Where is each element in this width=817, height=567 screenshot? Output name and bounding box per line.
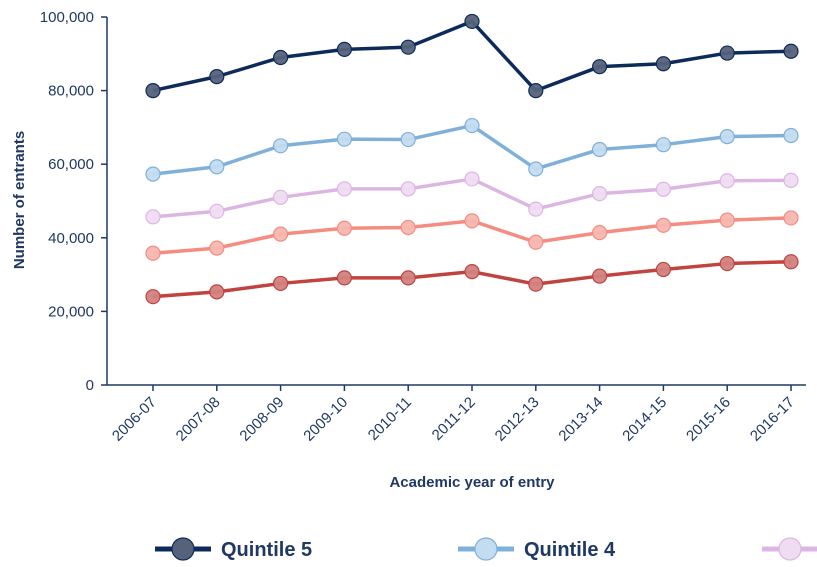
- y-tick-label: 40,000: [48, 230, 94, 247]
- data-point: [400, 270, 416, 286]
- series-4: [145, 210, 799, 261]
- data-point: [719, 129, 735, 145]
- data-point: [719, 173, 735, 189]
- data-point: [783, 172, 799, 188]
- data-point: [145, 209, 161, 225]
- data-point: [336, 131, 352, 147]
- data-point: [655, 217, 672, 233]
- data-point: [400, 219, 416, 236]
- data-point: [145, 289, 161, 305]
- data-point: [783, 127, 799, 144]
- data-point: [528, 276, 544, 292]
- data-point: [464, 171, 480, 187]
- y-tick-label: 0: [86, 377, 94, 394]
- data-point: [528, 201, 544, 217]
- data-point: [655, 56, 672, 72]
- data-point: [209, 203, 225, 219]
- legend-label: Quintile 4: [524, 539, 616, 561]
- data-point: [464, 13, 480, 30]
- data-point: [719, 45, 735, 61]
- data-point: [336, 181, 352, 197]
- series-2: [145, 117, 799, 182]
- x-axis-ticks: 2006-07 2007-08 2008-09 2009-10 2010-11 2011-…: [109, 385, 798, 445]
- data-point: [591, 186, 608, 202]
- series-5: [145, 254, 799, 305]
- y-tick-label: 80,000: [48, 83, 94, 100]
- y-tick-label: 60,000: [48, 156, 94, 173]
- data-point: [273, 49, 289, 66]
- data-point: [783, 254, 799, 270]
- x-tick-label: 2015-16: [683, 394, 734, 445]
- data-point: [273, 275, 289, 292]
- x-tick-label: 2011-12: [429, 394, 479, 444]
- data-point: [273, 189, 289, 205]
- x-tick-label: 2007-08: [173, 394, 224, 445]
- x-tick-label: 2012-13: [492, 394, 543, 445]
- data-point: [719, 212, 735, 228]
- legend-item: [762, 537, 817, 561]
- data-point: [464, 117, 480, 134]
- data-point: [655, 261, 672, 278]
- data-point: [528, 161, 544, 177]
- x-tick-label: 2009-10: [300, 394, 351, 445]
- legend-marker: [171, 537, 195, 561]
- series-layer: [145, 13, 799, 305]
- data-point: [336, 41, 352, 57]
- legend-marker: [778, 537, 802, 561]
- series-3: [145, 171, 799, 225]
- data-point: [336, 270, 352, 286]
- series-1: [145, 13, 799, 99]
- legend-marker: [474, 537, 498, 561]
- series-line: [152, 19, 792, 93]
- data-point: [591, 268, 608, 284]
- data-point: [273, 226, 289, 242]
- data-point: [591, 59, 608, 75]
- data-point: [655, 181, 672, 197]
- data-point: [209, 69, 225, 85]
- data-point: [591, 141, 608, 158]
- data-point: [528, 82, 544, 99]
- y-axis-ticks: 0 20,000 40,000 60,000 80,000 100,000: [40, 9, 107, 394]
- data-point: [273, 138, 289, 154]
- data-point: [400, 39, 416, 55]
- y-axis-title: Number of entrants: [11, 131, 28, 269]
- legend: Quintile 5 Quintile 4: [155, 537, 817, 561]
- data-point: [655, 137, 672, 153]
- y-tick-label: 100,000: [40, 9, 94, 26]
- data-point: [783, 210, 799, 226]
- data-point: [783, 43, 799, 59]
- data-point: [145, 245, 161, 261]
- data-point: [400, 181, 416, 197]
- x-tick-label: 2013-14: [555, 394, 606, 445]
- data-point: [145, 166, 161, 182]
- data-point: [528, 234, 544, 250]
- legend-item: Quintile 5: [155, 537, 312, 561]
- x-tick-label: 2006-07: [109, 394, 160, 445]
- data-point: [209, 159, 225, 175]
- x-tick-label: 2010-11: [365, 394, 415, 444]
- data-point: [719, 255, 735, 272]
- data-point: [145, 82, 161, 99]
- data-point: [464, 213, 480, 229]
- x-tick-label: 2016-17: [747, 394, 798, 445]
- data-point: [400, 131, 416, 148]
- legend-label: Quintile 5: [221, 539, 312, 561]
- legend-item: Quintile 4: [458, 537, 616, 561]
- data-point: [209, 284, 225, 300]
- x-axis-title: Academic year of entry: [389, 474, 555, 491]
- x-tick-label: 2014-15: [619, 394, 670, 445]
- data-point: [464, 264, 480, 280]
- y-tick-label: 20,000: [48, 303, 94, 320]
- data-point: [336, 220, 352, 236]
- data-point: [591, 225, 608, 241]
- data-point: [209, 240, 225, 256]
- x-tick-label: 2008-09: [236, 394, 287, 445]
